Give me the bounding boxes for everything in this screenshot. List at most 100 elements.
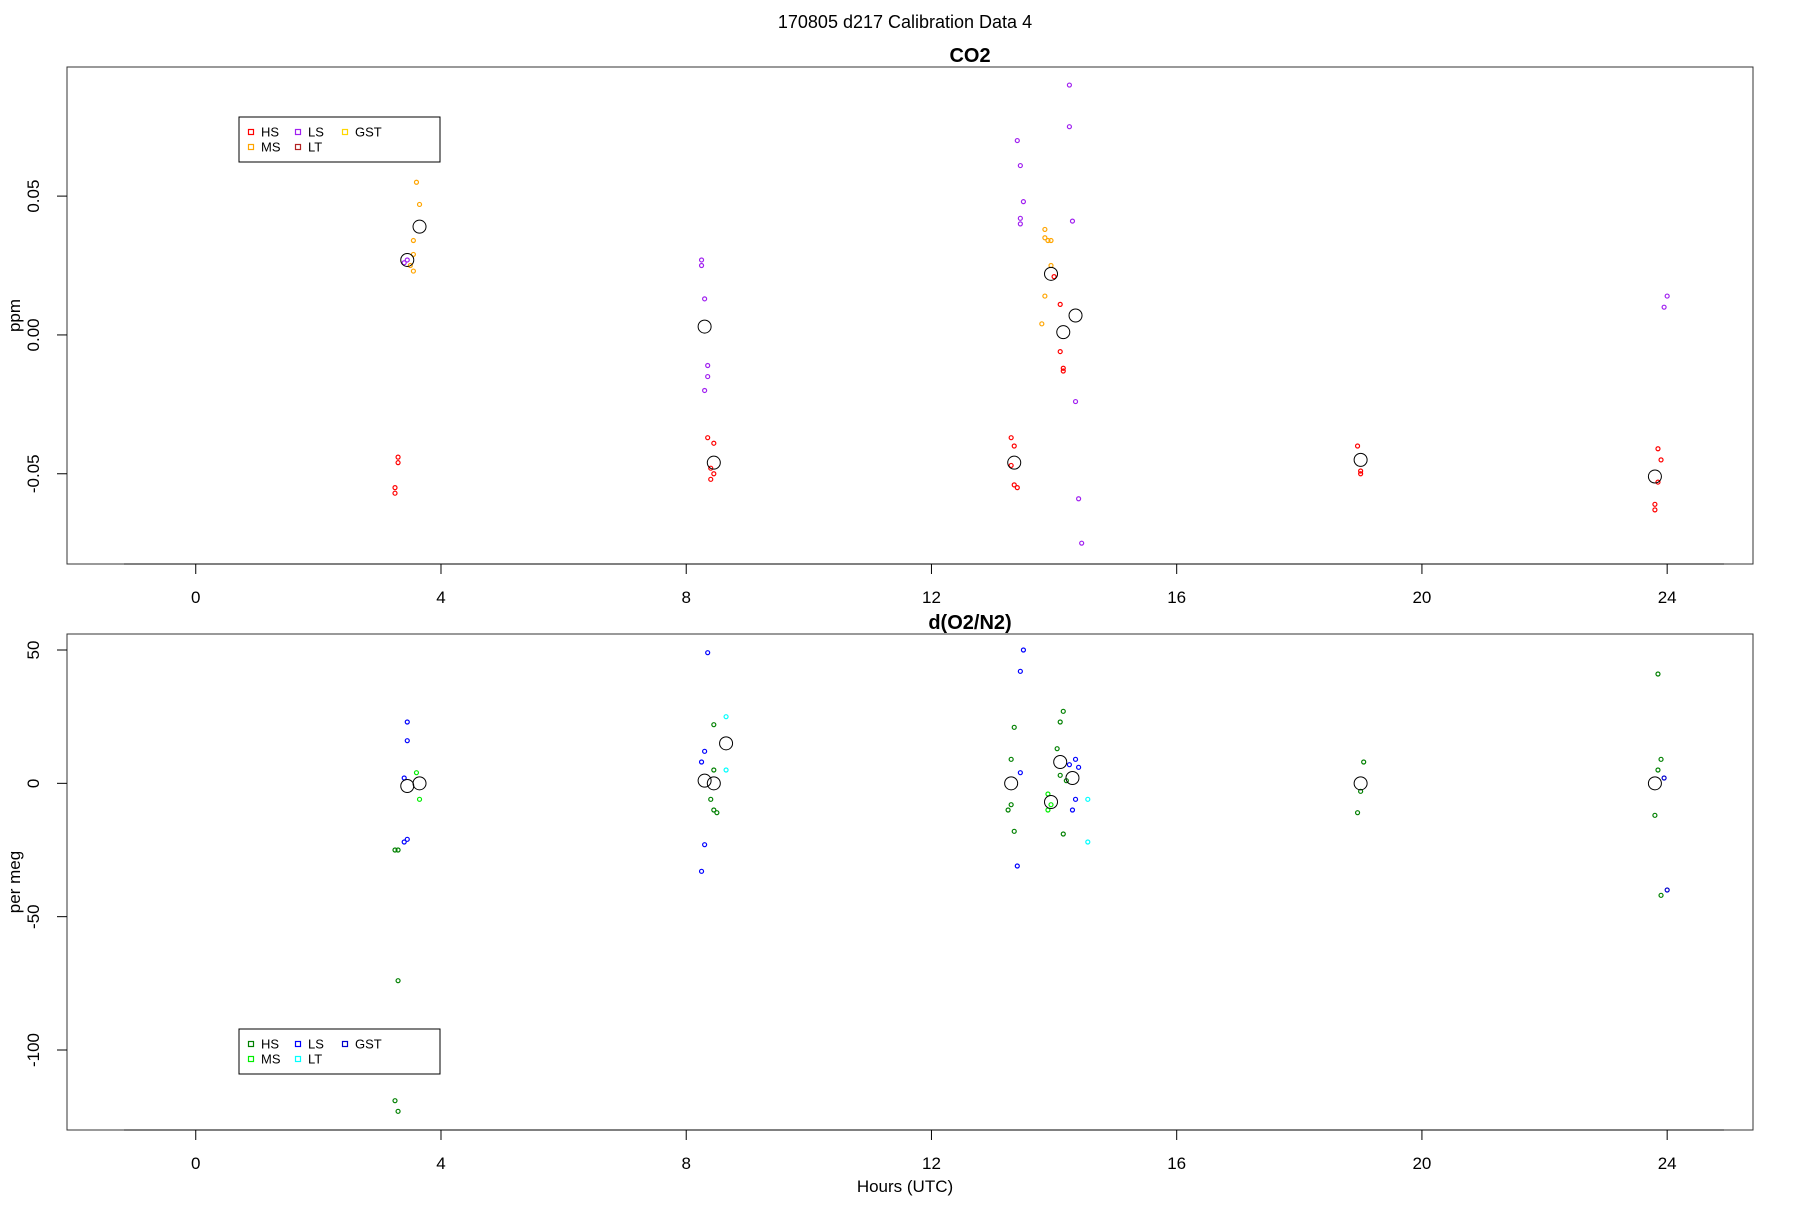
panel-title: d(O2/N2) — [928, 612, 1011, 634]
data-point-ls — [705, 650, 711, 656]
data-point-hs — [708, 476, 714, 482]
mean-point — [1065, 771, 1080, 785]
data-point-ls — [698, 257, 705, 263]
y-tick-label: -100 — [24, 1033, 43, 1067]
data-point-ms — [407, 262, 413, 269]
data-point-ls — [404, 719, 410, 725]
x-tick-label: 0 — [191, 1154, 200, 1173]
mean-point — [400, 252, 415, 267]
legend-marker — [247, 143, 255, 151]
data-point-ls — [1017, 162, 1023, 169]
data-point-hs — [1354, 810, 1361, 816]
x-tick-label: 24 — [1658, 1154, 1677, 1173]
data-point-hs — [1005, 807, 1011, 813]
data-point-hs — [1658, 756, 1664, 762]
legend-label: LT — [308, 1052, 322, 1067]
data-point-ms — [1042, 293, 1048, 299]
data-point-ls — [1072, 398, 1079, 405]
data-point-ls — [1072, 756, 1079, 762]
legend-label: MS — [261, 1052, 281, 1067]
data-point-ls — [1020, 647, 1027, 653]
mean-point — [1353, 776, 1368, 791]
data-point-ls — [1017, 221, 1023, 227]
data-point-hs — [711, 767, 717, 773]
data-point-ls — [1664, 293, 1670, 299]
data-point-hs — [1658, 457, 1664, 463]
x-tick-label: 8 — [681, 588, 690, 607]
data-point-ls — [698, 262, 705, 269]
data-point-hs — [1658, 892, 1664, 898]
mean-point — [706, 776, 721, 791]
data-point-ls — [705, 373, 711, 380]
data-point-hs — [392, 490, 398, 496]
y-tick-label: 0.00 — [24, 318, 43, 351]
data-point-hs — [1008, 462, 1014, 469]
mean-point — [1007, 455, 1022, 470]
data-point-hs — [1652, 507, 1658, 513]
data-point-ls — [1069, 807, 1076, 813]
legend-label: LS — [308, 125, 324, 140]
data-point-ls — [702, 748, 708, 754]
data-point-hs — [711, 471, 717, 477]
figure-title: 170805 d217 Calibration Data 4 — [778, 12, 1032, 32]
data-point-hs — [395, 978, 401, 984]
x-tick-label: 20 — [1412, 588, 1431, 607]
x-tick-label: 4 — [436, 1154, 445, 1173]
x-tick-label: 12 — [922, 588, 941, 607]
legend-label: HS — [261, 1037, 279, 1052]
data-point-hs — [1060, 368, 1066, 374]
mean-point — [1647, 776, 1662, 791]
legend-marker — [294, 1055, 302, 1063]
legend-marker — [294, 1040, 302, 1048]
legend-marker — [294, 128, 302, 136]
data-point-ls — [1075, 496, 1082, 502]
data-point-ls — [702, 296, 708, 302]
data-point-hs — [1361, 759, 1367, 765]
data-point-hs — [1655, 446, 1661, 452]
mean-point — [697, 773, 712, 788]
data-point-hs — [1057, 772, 1063, 778]
data-point-ms — [1042, 235, 1048, 241]
mean-point — [1353, 452, 1368, 467]
data-point-gst — [1661, 775, 1667, 781]
data-point-hs — [1358, 468, 1364, 474]
mean-point — [412, 219, 427, 234]
data-point-ls — [1069, 218, 1076, 224]
data-point-lt — [1085, 796, 1091, 802]
mean-point — [706, 455, 721, 470]
data-point-hs — [711, 440, 717, 446]
y-axis-label: per meg — [5, 851, 24, 913]
data-point-hs — [1011, 828, 1017, 834]
data-point-ms — [410, 237, 416, 244]
data-point-ms — [1048, 802, 1054, 808]
mean-point — [412, 776, 427, 791]
x-tick-label: 8 — [681, 1154, 690, 1173]
data-point-ls — [1072, 796, 1079, 802]
mean-point — [1068, 308, 1083, 323]
data-point-ls — [404, 257, 410, 263]
mean-point — [1647, 469, 1662, 484]
data-point-hs — [1011, 482, 1017, 488]
data-point-hs — [1652, 501, 1658, 507]
data-point-ls — [698, 759, 705, 765]
data-point-hs — [708, 796, 714, 802]
data-point-hs — [1060, 365, 1066, 371]
legend-marker — [247, 1040, 255, 1048]
data-point-lt — [723, 767, 729, 773]
data-point-hs — [1011, 443, 1017, 449]
data-point-hs — [1358, 471, 1364, 477]
mean-point — [400, 779, 415, 793]
data-point-ls — [1075, 764, 1082, 770]
data-point-hs — [1655, 479, 1661, 485]
data-point-ls — [1017, 770, 1023, 776]
y-tick-label: 0 — [24, 779, 43, 788]
panel-title: CO2 — [949, 45, 990, 67]
data-point-ls — [1017, 215, 1023, 221]
data-point-hs — [1014, 485, 1020, 491]
y-axis-label: ppm — [5, 299, 24, 332]
data-point-ms — [1042, 226, 1048, 233]
data-point-hs — [1008, 435, 1014, 441]
x-tick-label: 4 — [436, 588, 445, 607]
